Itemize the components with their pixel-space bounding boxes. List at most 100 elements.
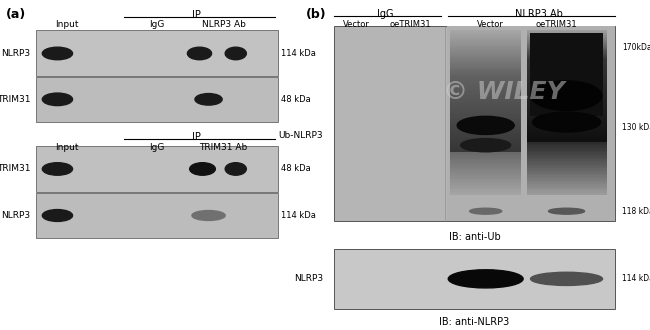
Bar	[526, 103, 606, 105]
Bar	[526, 107, 606, 109]
Ellipse shape	[532, 112, 601, 132]
Bar	[450, 101, 521, 102]
Bar	[450, 141, 521, 142]
Bar	[450, 51, 521, 53]
Bar	[526, 105, 606, 107]
Text: 48 kDa: 48 kDa	[281, 95, 311, 104]
Bar	[526, 55, 606, 56]
Bar	[526, 127, 606, 129]
Bar	[526, 94, 606, 96]
Bar	[526, 50, 606, 51]
Bar	[526, 78, 606, 80]
Bar	[526, 172, 606, 174]
Ellipse shape	[192, 211, 225, 220]
Bar	[450, 93, 521, 95]
Bar	[526, 47, 606, 48]
Bar	[526, 177, 606, 179]
Bar	[526, 186, 606, 188]
Bar	[526, 158, 606, 159]
Bar	[526, 144, 606, 146]
Bar	[526, 42, 606, 43]
Bar	[450, 187, 521, 189]
Ellipse shape	[42, 47, 73, 60]
Bar	[450, 99, 521, 101]
Bar	[526, 191, 606, 193]
Bar	[450, 129, 521, 131]
Text: 114 kDa: 114 kDa	[281, 49, 316, 58]
Bar	[450, 63, 521, 64]
Bar	[450, 85, 521, 87]
Bar	[450, 97, 521, 99]
Bar	[450, 48, 521, 49]
Bar	[526, 132, 606, 134]
Bar	[450, 64, 521, 65]
Bar	[526, 96, 606, 99]
Bar	[526, 68, 606, 70]
Bar	[526, 117, 606, 119]
Bar	[526, 66, 606, 68]
Bar	[450, 54, 521, 55]
Bar	[450, 49, 521, 50]
Bar	[450, 114, 521, 116]
Bar	[450, 148, 521, 150]
Bar	[450, 95, 521, 97]
Bar	[450, 55, 521, 56]
FancyBboxPatch shape	[36, 146, 278, 192]
Bar	[526, 168, 606, 170]
Text: 114 kDa: 114 kDa	[281, 211, 316, 220]
Bar	[526, 125, 606, 127]
Bar	[526, 37, 606, 38]
Bar	[526, 76, 606, 78]
Bar	[526, 179, 606, 181]
Ellipse shape	[42, 93, 73, 106]
Bar	[526, 33, 606, 34]
Bar	[526, 48, 606, 49]
Bar	[450, 159, 521, 160]
Bar	[450, 32, 521, 33]
Bar	[526, 175, 606, 177]
Bar	[450, 65, 521, 67]
Bar	[526, 149, 606, 151]
Bar	[526, 40, 606, 41]
Bar	[450, 156, 521, 157]
FancyBboxPatch shape	[36, 77, 278, 122]
Bar	[450, 41, 521, 42]
Bar	[450, 57, 521, 59]
Bar	[526, 101, 606, 103]
Text: 130 kDa: 130 kDa	[622, 123, 650, 132]
Bar	[450, 185, 521, 186]
Bar	[450, 135, 521, 137]
Text: NLRP3 Ab: NLRP3 Ab	[202, 20, 246, 29]
Bar	[450, 68, 521, 69]
Ellipse shape	[225, 47, 246, 60]
Bar	[450, 160, 521, 162]
Bar	[526, 140, 606, 142]
Bar	[450, 144, 521, 146]
Bar	[526, 41, 606, 42]
Bar	[526, 174, 606, 175]
Bar	[526, 51, 606, 52]
Ellipse shape	[549, 208, 584, 214]
Bar	[450, 39, 521, 40]
Text: TRIM31: TRIM31	[0, 95, 30, 104]
Bar	[526, 99, 606, 101]
Bar	[526, 163, 606, 165]
Bar	[450, 82, 521, 83]
Bar	[450, 150, 521, 152]
Text: IgG: IgG	[150, 20, 165, 29]
Text: IP: IP	[192, 10, 201, 20]
Bar	[450, 69, 521, 70]
Bar	[450, 162, 521, 163]
Bar	[450, 87, 521, 89]
Ellipse shape	[448, 270, 523, 288]
Bar	[526, 59, 606, 61]
Text: oeTRIM31: oeTRIM31	[389, 20, 431, 29]
Text: TRIM31: TRIM31	[0, 164, 30, 174]
Text: NLRP3: NLRP3	[1, 211, 30, 220]
Bar	[450, 80, 521, 82]
Bar	[450, 116, 521, 118]
Bar	[450, 75, 521, 76]
Bar	[450, 30, 521, 31]
Bar	[526, 167, 606, 168]
Bar	[450, 186, 521, 187]
